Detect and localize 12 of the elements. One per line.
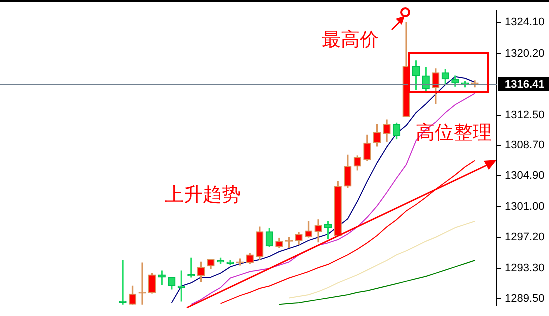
y-tick-label: 1304.90: [505, 170, 545, 182]
y-tick-label: 1293.30: [505, 262, 545, 275]
ref-line-label: 1316.41: [505, 79, 545, 92]
annotation: 上升趋势: [165, 184, 241, 206]
y-tick-label: 1324.10: [505, 16, 545, 29]
y-tick-label: 1297.20: [505, 232, 545, 244]
y-tick-label: 1312.50: [505, 109, 545, 122]
y-tick-label: 1301.00: [505, 201, 545, 214]
y-tick-label: 1308.70: [505, 140, 545, 152]
y-tick-label: 1289.50: [505, 293, 545, 306]
annotation: 最高价: [322, 29, 379, 51]
y-tick-label: 1320.20: [505, 48, 545, 60]
